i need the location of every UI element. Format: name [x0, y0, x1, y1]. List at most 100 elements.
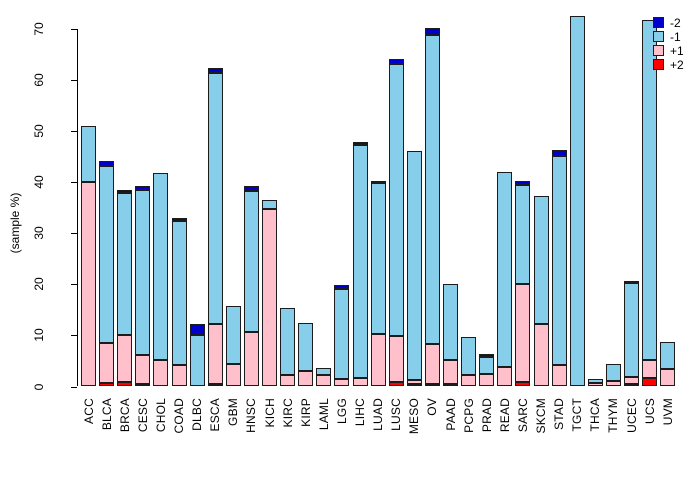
bar-segment-minus2	[352, 142, 368, 146]
x-axis-label-paad: PAAD	[443, 398, 458, 431]
y-axis-tick	[71, 284, 77, 286]
bar-segment-minus1	[316, 368, 332, 375]
bar-segment-plus1	[406, 379, 422, 385]
bar-segment-minus1	[624, 283, 639, 377]
legend-label: -2	[670, 15, 681, 30]
bar-kirp	[298, 323, 314, 387]
bar-segment-plus1	[461, 374, 477, 387]
x-axis-label-brca: BRCA	[117, 398, 132, 433]
x-axis-label-kirp: KIRP	[298, 398, 313, 427]
bar-segment-minus1	[117, 193, 133, 336]
y-axis-tick	[71, 131, 77, 132]
bar-esca	[207, 68, 223, 387]
y-axis-line	[77, 28, 78, 387]
bar-segment-minus1	[515, 185, 531, 284]
legend-label: +1	[670, 43, 684, 58]
bar-segment-minus2	[424, 28, 440, 35]
bar-segment-plus1	[533, 323, 549, 387]
bar-meso	[406, 150, 422, 387]
legend-item: +1	[653, 43, 684, 58]
y-axis-tick-label: 30	[32, 226, 46, 240]
bar-segment-plus1	[551, 365, 567, 387]
bar-segment-minus2	[479, 354, 495, 357]
y-axis-tick	[71, 233, 77, 235]
bar-segment-minus2	[515, 180, 531, 186]
bar-segment-plus1	[117, 335, 133, 383]
bar-brca	[117, 190, 133, 387]
bar-blca	[99, 161, 115, 387]
bar-segment-minus1	[334, 288, 350, 379]
x-axis-label-tgct: TGCT	[570, 398, 585, 432]
bar-segment-minus1	[443, 284, 458, 361]
bar-ucs	[642, 20, 658, 387]
x-axis-label-ov: OV	[425, 398, 440, 416]
bar-segment-minus1	[497, 172, 513, 367]
x-axis-label-blca: BLCA	[99, 398, 114, 431]
bar-segment-minus2	[551, 150, 567, 157]
y-axis-tick-label: 50	[32, 124, 46, 138]
x-axis-label-kirc: KIRC	[280, 398, 295, 428]
bar-segment-plus1	[388, 336, 404, 383]
bar-segment-minus1	[587, 378, 603, 383]
bar-segment-plus1	[81, 182, 96, 387]
bar-segment-plus1	[99, 343, 115, 383]
bar-segment-plus1	[225, 364, 241, 387]
bar-segment-minus1	[135, 190, 151, 356]
x-axis-label-acc: ACC	[81, 398, 96, 424]
x-axis-label-pcpg: PCPG	[461, 398, 476, 433]
bar-segment-plus1	[171, 364, 187, 387]
y-axis-tick-label: 40	[32, 175, 46, 189]
bar-tgct	[569, 15, 585, 387]
bar-hnsc	[243, 186, 259, 387]
bar-ov	[424, 28, 440, 387]
bar-acc	[81, 125, 96, 387]
bar-segment-minus1	[153, 173, 169, 360]
bar-lihc	[352, 142, 368, 387]
x-axis-label-skcm: SKCM	[534, 398, 548, 434]
bar-segment-plus1	[370, 333, 386, 387]
y-axis-tick-label: 70	[32, 22, 46, 36]
bar-segment-plus2	[406, 384, 422, 387]
bar-segment-minus2	[189, 323, 205, 336]
bar-kich	[262, 199, 277, 387]
bar-segment-minus1	[99, 166, 115, 344]
bar-read	[497, 172, 513, 387]
x-axis-label-laml: LAML	[316, 398, 331, 431]
x-axis-label-uvm: UVM	[660, 398, 675, 426]
bar-segment-plus1	[262, 208, 277, 387]
x-axis-label-read: READ	[497, 398, 512, 433]
bar-segment-minus1	[642, 20, 658, 360]
bar-segment-minus1	[352, 145, 368, 379]
bar-ucec	[624, 280, 639, 387]
bar-segment-plus1	[153, 359, 169, 387]
bar-segment-minus1	[569, 15, 585, 387]
bar-segment-plus1	[280, 375, 296, 387]
bar-segment-plus2	[515, 382, 531, 387]
bar-segment-minus1	[406, 150, 422, 380]
bar-segment-plus1	[624, 376, 639, 385]
bar-segment-plus1	[479, 374, 495, 387]
bar-cesc	[135, 186, 151, 387]
bar-lusc	[388, 59, 404, 387]
bar-segment-plus1	[298, 370, 314, 387]
bar-segment-minus1	[388, 63, 404, 337]
bar-segment-minus1	[81, 125, 96, 183]
bar-segment-minus1	[189, 335, 205, 387]
bar-segment-minus1	[479, 356, 495, 375]
x-axis-label-esca: ESCA	[208, 398, 223, 432]
bar-segment-plus1	[443, 360, 458, 384]
bar-segment-plus1	[497, 366, 513, 387]
bar-segment-minus2	[117, 190, 133, 194]
bar-paad	[443, 284, 458, 387]
bar-segment-minus1	[243, 190, 259, 333]
bar-segment-plus1	[424, 343, 440, 384]
x-axis-label-hnsc: HNSC	[244, 398, 259, 433]
bar-segment-minus2	[207, 68, 223, 73]
bar-segment-minus1	[171, 221, 187, 365]
y-axis-tick-label: 0	[32, 383, 46, 390]
bar-coad	[171, 217, 187, 387]
bar-uvm	[660, 342, 676, 387]
bar-thca	[587, 378, 603, 387]
bar-sarc	[515, 180, 531, 387]
